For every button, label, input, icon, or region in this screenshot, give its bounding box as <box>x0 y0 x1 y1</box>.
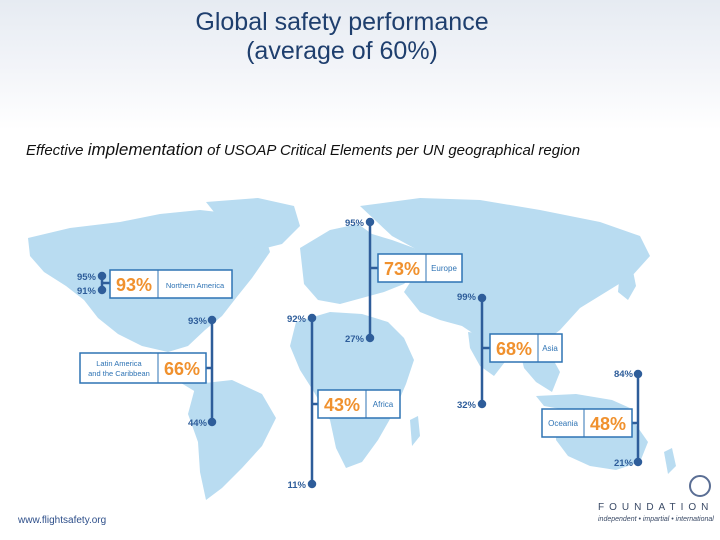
range-lines <box>97 217 643 489</box>
europe-average: 73% <box>384 259 420 279</box>
latin-america-min-label: 44% <box>188 418 208 429</box>
page-title: Global safety performance (average of 60… <box>0 8 684 66</box>
europe-min-dot <box>365 333 375 343</box>
africa-name: Africa <box>373 400 394 409</box>
asia-max-label: 99% <box>457 292 477 303</box>
latin-america-max-label: 93% <box>188 316 208 327</box>
latin-america-name-line1: Latin America <box>96 359 142 368</box>
latin-america-max-dot <box>207 315 217 325</box>
madagascar-shape <box>410 416 420 446</box>
asia-label-box: 68% Asia <box>489 333 563 363</box>
oceania-name: Oceania <box>548 419 578 428</box>
footer-url: www.flightsafety.org <box>18 515 107 526</box>
europe-shape <box>300 224 420 304</box>
subtitle-part-2: implementation <box>87 140 203 159</box>
range-value-labels: 95% 91% 95% 27% 93% 44% 92% 11% 99% 32% … <box>77 218 634 491</box>
oceania-min-label: 21% <box>614 458 634 469</box>
africa-label-box: 43% Africa <box>317 389 401 419</box>
africa-average: 43% <box>324 395 360 415</box>
northern-america-max-dot <box>97 271 107 281</box>
asia-shape <box>360 198 650 352</box>
japan-shape <box>618 266 636 300</box>
asia-min-label: 32% <box>457 400 477 411</box>
europe-max-dot <box>365 217 375 227</box>
europe-min-label: 27% <box>345 334 365 345</box>
africa-max-label: 92% <box>287 314 307 325</box>
latin-america-name-line2: and the Caribbean <box>88 369 150 378</box>
northern-america-label-box: 93% Northern America <box>109 269 233 299</box>
africa-max-dot <box>307 313 317 323</box>
new-zealand-shape <box>664 448 676 474</box>
asia-name: Asia <box>542 344 558 353</box>
title-line-2: (average of 60%) <box>246 37 438 65</box>
logo-wordmark: FOUNDATION <box>598 502 714 513</box>
latin-america-min-dot <box>207 417 217 427</box>
oceania-label-box: Oceania 48% <box>541 408 633 438</box>
europe-max-label: 95% <box>345 218 365 229</box>
northern-america-min-dot <box>97 285 107 295</box>
africa-min-label: 11% <box>288 480 307 491</box>
asia-min-dot <box>477 399 487 409</box>
south-america-shape <box>188 380 276 500</box>
oceania-average: 48% <box>590 414 626 434</box>
asia-average: 68% <box>496 339 532 359</box>
asia-max-dot <box>477 293 487 303</box>
latin-america-label-box: Latin America and the Caribbean 66% <box>79 352 207 384</box>
title-line-1: Global safety performance <box>195 8 489 36</box>
africa-min-dot <box>307 479 317 489</box>
subtitle-part-3: of USOAP Critical Elements per UN geogra… <box>207 142 581 159</box>
indonesia-shape <box>536 394 630 412</box>
europe-label-box: 73% Europe <box>377 253 463 283</box>
oceania-max-dot <box>633 369 643 379</box>
northern-america-name: Northern America <box>166 281 225 290</box>
foundation-logo-mark <box>689 475 711 497</box>
northern-america-min-label: 91% <box>77 286 97 297</box>
logo-tagline: independent • impartial • international <box>598 516 714 523</box>
oceania-min-dot <box>633 457 643 467</box>
oceania-max-label: 84% <box>614 369 634 380</box>
northern-america-max-label: 95% <box>77 272 97 283</box>
northern-america-average: 93% <box>116 275 152 295</box>
europe-name: Europe <box>431 264 457 273</box>
region-label-boxes: 93% Northern America 73% Europe Latin Am… <box>79 253 633 438</box>
chart-subtitle: Effective implementation of USOAP Critic… <box>26 140 696 160</box>
latin-america-average: 66% <box>164 359 200 379</box>
world-map-shapes <box>28 198 676 500</box>
subtitle-part-1: Effective <box>26 142 84 159</box>
greenland-shape <box>206 198 300 250</box>
header-band <box>0 0 720 130</box>
